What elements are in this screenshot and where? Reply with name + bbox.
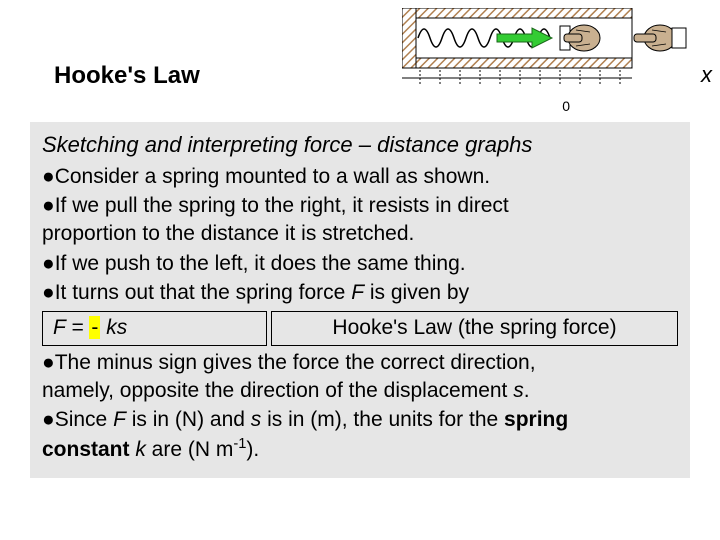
b4-pre: It turns out that the spring force bbox=[55, 281, 352, 304]
b6-s: s bbox=[251, 408, 262, 431]
subtitle: Sketching and interpreting force – dista… bbox=[42, 130, 678, 160]
b6-mid2: is in (m), the units for the bbox=[261, 408, 504, 431]
spring-diagram bbox=[402, 8, 692, 98]
b7-bold: constant bbox=[42, 438, 135, 461]
b3-text: If we push to the left, it does the same… bbox=[55, 252, 466, 275]
bullet-2b: proportion to the distance it is stretch… bbox=[42, 220, 678, 248]
bullet-3: ●If we push to the left, it does the sam… bbox=[42, 249, 678, 278]
bullet-5a: ●The minus sign gives the force the corr… bbox=[42, 348, 678, 377]
spring-svg bbox=[402, 8, 692, 118]
b6-pre: Since bbox=[55, 408, 113, 431]
bullet-5b: namely, opposite the direction of the di… bbox=[42, 377, 678, 405]
b6-bold: spring bbox=[504, 408, 568, 431]
law-label-box: Hooke's Law (the spring force) bbox=[271, 311, 678, 345]
page-title: Hooke's Law bbox=[54, 62, 200, 90]
b5b-post: . bbox=[524, 379, 530, 402]
b7-k: k bbox=[135, 438, 146, 461]
b5b-s: s bbox=[513, 379, 524, 402]
b7-post-b: ). bbox=[246, 438, 259, 461]
b6-mid1: is in (N) and bbox=[126, 408, 251, 431]
bullet-1: ●Consider a spring mounted to a wall as … bbox=[42, 162, 678, 191]
formula-row: F = - ks Hooke's Law (the spring force) bbox=[42, 311, 678, 345]
formula-box: F = - ks bbox=[42, 311, 267, 345]
bullet-7: constant k are (N m-1). bbox=[42, 435, 678, 464]
b5a-text: The minus sign gives the force the corre… bbox=[55, 351, 536, 374]
bullet-4: ●It turns out that the spring force F is… bbox=[42, 278, 678, 307]
b7-sup: -1 bbox=[233, 436, 246, 452]
b6-F: F bbox=[113, 408, 126, 431]
formula-lhs: F = bbox=[53, 316, 89, 339]
axis-zero-label: 0 bbox=[562, 98, 570, 114]
b4-F: F bbox=[351, 281, 364, 304]
b2a-text: If we pull the spring to the right, it r… bbox=[55, 194, 509, 217]
axis-x-label: x bbox=[701, 62, 712, 88]
b5b-pre: namely, opposite the direction of the di… bbox=[42, 379, 513, 402]
content-panel: Sketching and interpreting force – dista… bbox=[30, 122, 690, 478]
b4-post: is given by bbox=[364, 281, 469, 304]
formula-rhs: ks bbox=[100, 316, 127, 339]
b7-post-a: are (N m bbox=[146, 438, 234, 461]
formula-minus: - bbox=[89, 316, 100, 339]
bullet-6: ●Since F is in (N) and s is in (m), the … bbox=[42, 405, 678, 434]
b1-text: Consider a spring mounted to a wall as s… bbox=[55, 165, 490, 188]
bullet-2a: ●If we pull the spring to the right, it … bbox=[42, 191, 678, 220]
